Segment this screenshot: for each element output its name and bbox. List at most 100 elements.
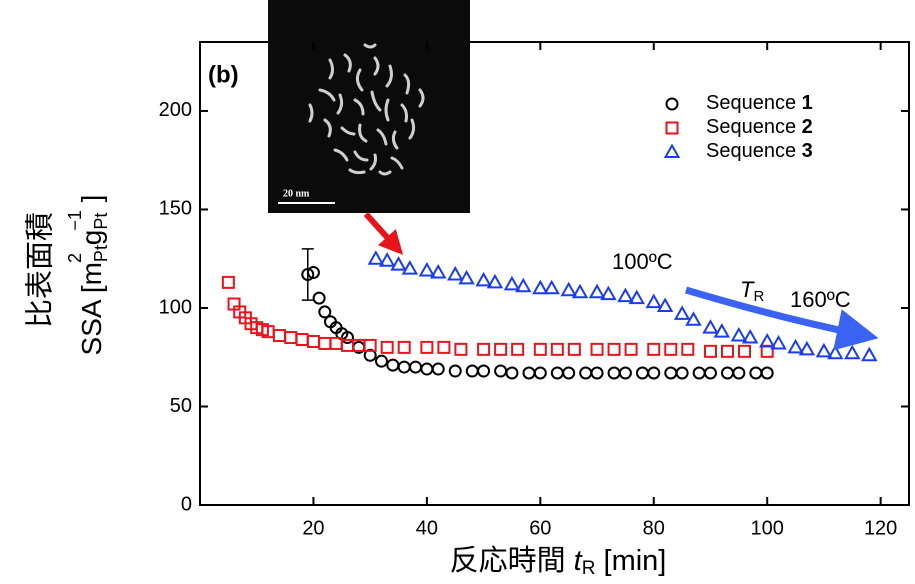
point xyxy=(477,342,491,356)
annotation: 100ºC xyxy=(612,249,673,274)
point xyxy=(301,267,315,281)
point xyxy=(397,340,411,354)
point xyxy=(600,285,617,301)
point xyxy=(673,305,691,320)
point xyxy=(588,283,606,299)
panel-label: (b) xyxy=(208,61,239,88)
point xyxy=(494,342,508,356)
y-label-part: Pt xyxy=(91,213,111,230)
point xyxy=(675,366,689,380)
point xyxy=(318,336,332,350)
point xyxy=(579,366,593,380)
point xyxy=(543,279,560,295)
point xyxy=(437,340,451,354)
point xyxy=(760,366,774,380)
point xyxy=(798,340,816,356)
point xyxy=(418,262,436,277)
point xyxy=(656,297,674,313)
plot-frame xyxy=(199,41,910,506)
point xyxy=(465,364,479,378)
point xyxy=(533,342,547,356)
point xyxy=(571,283,589,299)
point xyxy=(844,344,861,360)
point xyxy=(628,289,645,305)
point xyxy=(367,250,385,265)
point xyxy=(533,366,547,380)
x-label-main: 反応時間 xyxy=(450,544,574,577)
point xyxy=(730,327,748,342)
y-tick-label: 150 xyxy=(159,198,192,220)
point xyxy=(827,344,844,360)
point xyxy=(760,344,774,358)
x-tick-label: 20 xyxy=(302,517,324,539)
y-label-part: SSA [m xyxy=(76,262,107,355)
y-label-line2: SSA [mPt2 gPt−1 ] xyxy=(65,195,111,356)
y-tick-label: 200 xyxy=(159,99,192,121)
point xyxy=(618,366,632,380)
point xyxy=(550,366,564,380)
point xyxy=(562,366,576,380)
x-tick-label: 40 xyxy=(416,517,438,539)
point xyxy=(607,366,621,380)
point xyxy=(645,293,662,309)
point xyxy=(458,269,475,285)
point xyxy=(685,311,702,326)
x-label-unit: [min] xyxy=(595,545,666,577)
point xyxy=(284,331,298,345)
y-label-part: 2 xyxy=(65,253,85,263)
point xyxy=(692,366,706,380)
point xyxy=(787,338,804,354)
point xyxy=(624,342,638,356)
point xyxy=(363,348,377,362)
point xyxy=(607,342,621,356)
point xyxy=(720,344,734,358)
y-tick-label: 100 xyxy=(159,296,192,318)
y-label-part: −1 xyxy=(65,210,85,231)
point xyxy=(647,366,661,380)
point xyxy=(306,334,320,348)
point xyxy=(503,275,521,291)
point xyxy=(420,340,434,354)
point xyxy=(515,277,532,293)
x-axis-label: 反応時間 tR [min] xyxy=(450,544,667,579)
y-tick-label: 0 xyxy=(181,493,192,515)
point xyxy=(635,366,649,380)
point xyxy=(430,263,447,279)
point xyxy=(454,342,468,356)
point xyxy=(363,338,377,352)
point xyxy=(590,342,604,356)
point xyxy=(861,346,878,362)
point xyxy=(375,354,389,368)
point xyxy=(550,342,564,356)
point xyxy=(505,366,519,380)
temperature-arrow xyxy=(685,286,879,351)
point xyxy=(664,366,678,380)
point xyxy=(221,275,235,289)
point xyxy=(272,329,286,343)
point xyxy=(475,271,492,287)
point xyxy=(560,281,577,297)
x-tick-label: 80 xyxy=(643,517,665,539)
point xyxy=(409,360,423,374)
annotation: 160ºC xyxy=(790,287,851,312)
point xyxy=(447,265,464,281)
annotation-sub: R xyxy=(753,288,764,305)
annotation-var: T xyxy=(740,277,755,302)
point xyxy=(703,366,717,380)
point xyxy=(703,344,717,358)
x-tick-label: 60 xyxy=(529,517,551,539)
point xyxy=(749,366,763,380)
legend-label: Sequence 2 xyxy=(706,116,813,138)
y-label-part: Pt xyxy=(91,245,111,262)
x-label-sub: R xyxy=(582,558,596,579)
x-label-var: t xyxy=(574,545,584,577)
point xyxy=(306,266,320,280)
point xyxy=(702,319,719,334)
point xyxy=(590,366,604,380)
point xyxy=(758,332,776,348)
point xyxy=(741,328,759,344)
point xyxy=(390,256,407,271)
point xyxy=(380,340,394,354)
point xyxy=(386,358,400,372)
